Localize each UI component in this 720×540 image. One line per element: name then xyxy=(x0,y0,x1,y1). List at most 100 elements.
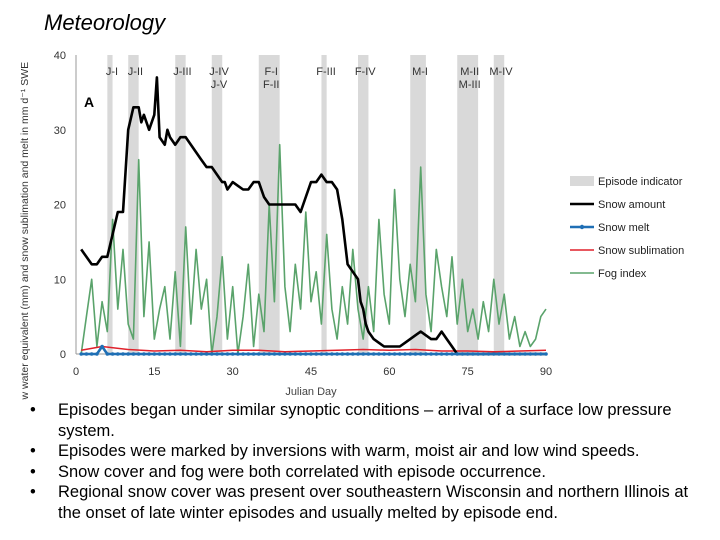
episode-band xyxy=(457,55,479,354)
snow-melt-point xyxy=(356,352,360,356)
bullet-text: Episodes were marked by inversions with … xyxy=(58,442,640,460)
snow-melt-point xyxy=(230,352,235,356)
snow-melt-point xyxy=(471,352,475,356)
snow-melt-point xyxy=(481,352,486,356)
episode-label: F-III xyxy=(316,66,336,78)
snow-melt-point xyxy=(429,352,433,356)
x-tick-label: 0 xyxy=(73,366,79,378)
snow-melt-point xyxy=(507,352,512,356)
x-tick-label: 15 xyxy=(148,366,160,378)
x-tick-label: 75 xyxy=(462,366,474,378)
snow-melt-point xyxy=(262,352,266,356)
bullet-text: Episodes began under similar synoptic co… xyxy=(58,401,672,440)
snow-melt-point xyxy=(345,352,350,356)
snow-melt-point xyxy=(157,352,162,356)
snow-melt-point xyxy=(256,352,261,356)
snow-melt-point xyxy=(241,352,245,356)
episode-band xyxy=(107,55,113,354)
snow-melt-point xyxy=(89,352,94,356)
y-tick-label: 0 xyxy=(60,349,66,361)
snow-melt-point xyxy=(199,352,204,356)
snow-melt-point xyxy=(350,352,355,356)
bullet-dot-icon: • xyxy=(30,462,36,481)
snow-melt-point xyxy=(491,352,496,356)
episode-label: F-II xyxy=(263,79,280,91)
series-line-snow-sublimation xyxy=(81,345,547,353)
legend-label: Snow amount xyxy=(598,199,665,211)
legend: Episode indicator Snow amount Snow melt Sno… xyxy=(570,176,684,280)
bullet-dot-icon: • xyxy=(30,483,36,501)
snow-melt-point xyxy=(450,352,454,356)
snow-melt-point xyxy=(330,352,334,356)
slide-title: Meteorology xyxy=(44,10,166,35)
snow-melt-point xyxy=(366,352,371,356)
x-tick-label: 30 xyxy=(227,366,239,378)
snow-melt-point xyxy=(79,352,84,356)
bullet-dot-icon: • xyxy=(30,442,36,460)
x-tick-label: 90 xyxy=(540,366,552,378)
episode-label: M-II xyxy=(460,66,479,78)
snow-melt-point xyxy=(131,352,136,356)
snow-melt-point xyxy=(110,352,115,356)
snow-melt-point xyxy=(444,352,449,356)
snow-melt-point xyxy=(142,352,146,356)
snow-melt-point xyxy=(314,352,319,356)
snow-melt-point xyxy=(152,352,157,356)
snow-melt-point xyxy=(288,352,292,356)
snow-melt-point xyxy=(434,352,439,356)
snow-melt-point xyxy=(382,352,386,356)
snow-melt-point xyxy=(215,352,219,356)
legend-marker xyxy=(579,224,585,230)
snow-melt-point xyxy=(189,352,193,356)
snow-melt-point xyxy=(251,352,256,356)
snow-melt-point xyxy=(502,352,507,356)
snow-melt-point xyxy=(533,352,538,356)
snow-melt-point xyxy=(424,352,428,356)
snow-melt-point xyxy=(413,352,418,356)
snow-melt-point xyxy=(455,352,460,356)
bullet-dot-icon: • xyxy=(30,401,36,419)
snow-melt-point xyxy=(371,352,376,356)
snow-melt-point xyxy=(465,352,470,356)
snow-melt-point xyxy=(377,352,381,356)
snow-melt-point xyxy=(204,352,209,356)
snow-melt-point xyxy=(397,352,402,356)
snow-melt-point xyxy=(121,352,125,356)
y-tick-label: 10 xyxy=(54,274,66,286)
snow-melt-point xyxy=(267,352,272,356)
legend-label: Fog index xyxy=(598,268,647,280)
episode-label: M-IV xyxy=(489,66,513,78)
snow-melt-point xyxy=(194,352,198,356)
snow-melt-point xyxy=(298,352,303,356)
snow-melt-point xyxy=(392,352,397,356)
snow-melt-point xyxy=(136,352,141,356)
snow-melt-point xyxy=(84,352,89,356)
episode-label: J-III xyxy=(173,66,191,78)
y-axis-label: Snow water equivalent (mm) and snow subl… xyxy=(19,62,31,400)
bullet-item: • Episodes were marked by inversions with… xyxy=(26,441,706,462)
x-tick-label: 60 xyxy=(383,366,395,378)
snow-melt-point xyxy=(523,352,527,356)
snow-melt-point xyxy=(340,352,345,356)
snow-melt-point xyxy=(408,352,413,356)
legend-label: Snow sublimation xyxy=(598,245,684,257)
snow-melt-point xyxy=(168,352,172,356)
episode-band xyxy=(211,55,223,354)
snow-melt-point xyxy=(518,352,522,356)
bullet-item: • Episodes began under similar synoptic c… xyxy=(26,400,706,441)
snow-melt-point xyxy=(335,352,339,356)
episode-band xyxy=(410,55,426,354)
snow-melt-point xyxy=(439,352,444,356)
snow-melt-point xyxy=(544,352,548,356)
y-tick-label: 30 xyxy=(54,125,66,137)
snow-melt-point xyxy=(173,352,178,356)
episode-band xyxy=(175,55,186,354)
snow-melt-point xyxy=(497,352,501,356)
legend-swatch-episode xyxy=(570,176,594,186)
snow-melt-point xyxy=(100,344,104,349)
snow-melt-point xyxy=(220,352,225,356)
snow-melt-point xyxy=(403,352,407,356)
episode-label: J-I xyxy=(106,66,118,78)
snow-melt-point xyxy=(236,352,240,356)
snow-melt-point xyxy=(309,352,313,356)
